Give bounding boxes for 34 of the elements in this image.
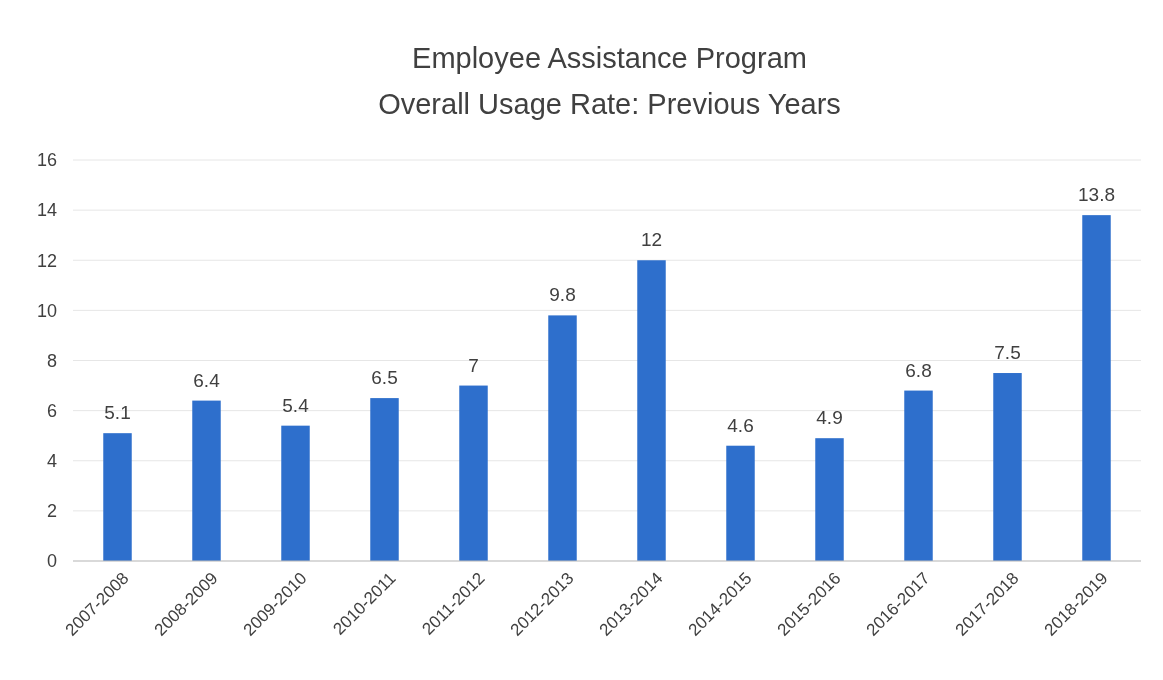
bar xyxy=(1082,215,1111,561)
data-label: 6.4 xyxy=(193,369,221,391)
y-tick-label: 16 xyxy=(36,150,57,171)
data-label: 13.8 xyxy=(1078,184,1115,206)
data-label: 4.6 xyxy=(727,414,754,436)
data-label: 9.8 xyxy=(549,284,576,306)
y-tick-label: 14 xyxy=(36,200,57,221)
data-label: 7 xyxy=(468,354,479,376)
y-tick-label: 6 xyxy=(46,400,57,421)
bar xyxy=(103,433,132,561)
bar xyxy=(459,385,488,561)
bar xyxy=(815,438,844,561)
bar xyxy=(548,315,577,561)
data-label: 5.4 xyxy=(282,394,310,416)
bar xyxy=(993,373,1022,561)
bar xyxy=(904,390,933,561)
chart-title: Employee Assistance Program Overall Usage Rate: Previous Years xyxy=(378,42,841,120)
data-label: 5.1 xyxy=(104,402,131,424)
data-label: 6.8 xyxy=(905,359,932,381)
y-tick-label: 8 xyxy=(46,350,57,371)
y-tick-label: 2 xyxy=(46,501,57,522)
y-tick-label: 10 xyxy=(36,300,57,321)
data-label: 6.5 xyxy=(371,367,398,389)
data-label: 12 xyxy=(640,229,663,251)
bar xyxy=(281,425,310,561)
bar xyxy=(192,400,221,561)
data-label: 4.9 xyxy=(816,407,843,429)
y-tick-label: 12 xyxy=(36,250,57,271)
bar xyxy=(637,260,666,561)
bar xyxy=(370,398,399,561)
y-tick-label: 0 xyxy=(46,551,57,572)
bar xyxy=(726,445,755,561)
data-label: 7.5 xyxy=(994,342,1021,364)
y-tick-label: 4 xyxy=(46,451,57,472)
